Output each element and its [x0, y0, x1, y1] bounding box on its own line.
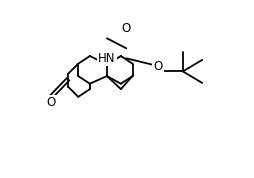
Text: O: O — [46, 96, 56, 109]
Text: O: O — [122, 22, 131, 35]
Text: HN: HN — [98, 52, 116, 65]
Text: O: O — [153, 59, 163, 72]
